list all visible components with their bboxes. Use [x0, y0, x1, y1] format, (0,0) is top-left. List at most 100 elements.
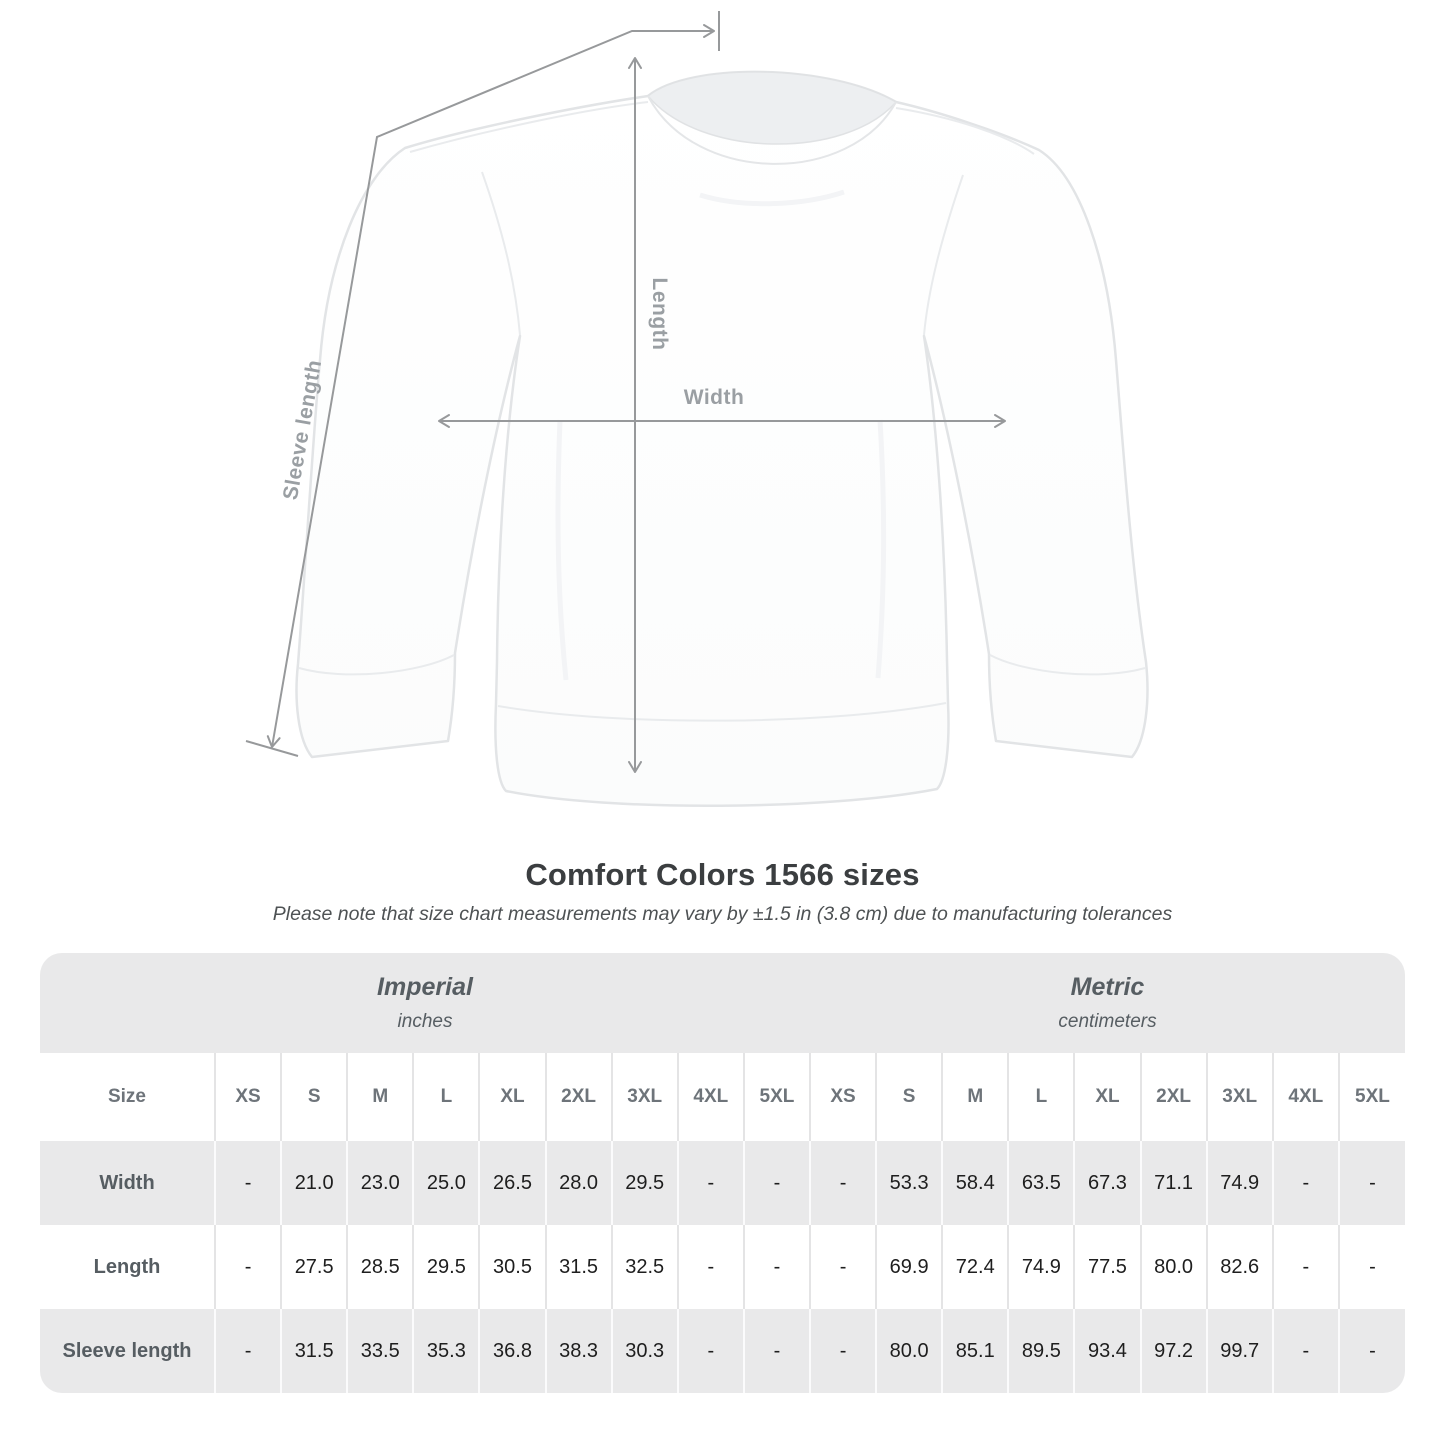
imperial-group-header: Imperial inches	[40, 953, 810, 1053]
size-header: XL	[1073, 1053, 1141, 1141]
sleeve-length-dimension-line	[266, 24, 715, 748]
value-cell: -	[1271, 1309, 1339, 1393]
value-cell: -	[1337, 1225, 1405, 1309]
size-chart-table: Imperial inches Metric centimeters Size …	[40, 953, 1405, 1393]
value-cell: 28.5	[346, 1225, 414, 1309]
size-header: S	[875, 1053, 943, 1141]
value-cell: 58.4	[941, 1141, 1009, 1225]
value-cell: 33.5	[346, 1309, 414, 1393]
size-header: 4XL	[676, 1053, 744, 1141]
metric-unit: centimeters	[1058, 1011, 1157, 1032]
sleeve-length-row: Sleeve length - 31.5 33.5 35.3 36.8 38.3…	[40, 1309, 1405, 1393]
imperial-label: Imperial	[377, 973, 473, 1001]
value-cell: 27.5	[280, 1225, 348, 1309]
value-cell: 85.1	[941, 1309, 1009, 1393]
size-header: XL	[478, 1053, 546, 1141]
dimension-lines	[245, 11, 1006, 773]
metric-label: Metric	[1070, 973, 1145, 1001]
size-header: L	[412, 1053, 480, 1141]
size-header: 2XL	[1139, 1053, 1207, 1141]
size-header: 3XL	[610, 1053, 678, 1141]
size-header: 4XL	[1271, 1053, 1339, 1141]
size-header: S	[280, 1053, 348, 1141]
size-column-header: Size	[40, 1053, 215, 1141]
value-cell: -	[808, 1141, 877, 1225]
width-row: Width - 21.0 23.0 25.0 26.5 28.0 29.5 - …	[40, 1141, 1405, 1225]
value-cell: -	[742, 1309, 810, 1393]
size-header: 5XL	[1337, 1053, 1405, 1141]
value-cell: -	[742, 1141, 810, 1225]
value-cell: 77.5	[1073, 1225, 1141, 1309]
size-header: 5XL	[742, 1053, 810, 1141]
value-cell: 31.5	[280, 1309, 348, 1393]
value-cell: -	[1271, 1225, 1339, 1309]
value-cell: -	[1271, 1141, 1339, 1225]
sweatshirt-measurement-diagram: Sleeve length Length Width	[245, 11, 1149, 808]
value-cell: 32.5	[610, 1225, 678, 1309]
value-cell: 67.3	[1073, 1141, 1141, 1225]
sweatshirt-illustration: Sleeve length Length Width	[245, 11, 1149, 808]
length-row: Length - 27.5 28.5 29.5 30.5 31.5 32.5 -…	[40, 1225, 1405, 1309]
value-cell: 30.5	[478, 1225, 546, 1309]
row-label: Sleeve length	[40, 1309, 215, 1393]
value-cell: 25.0	[412, 1141, 480, 1225]
page-title: Comfort Colors 1566 sizes	[525, 857, 920, 892]
value-cell: 63.5	[1007, 1141, 1075, 1225]
value-cell: 71.1	[1139, 1141, 1207, 1225]
row-label: Length	[40, 1225, 215, 1309]
value-cell: -	[676, 1141, 744, 1225]
value-cell: -	[213, 1225, 282, 1309]
value-cell: 80.0	[875, 1309, 943, 1393]
size-header: M	[346, 1053, 414, 1141]
value-cell: 36.8	[478, 1309, 546, 1393]
width-label: Width	[684, 386, 745, 409]
value-cell: 74.9	[1007, 1225, 1075, 1309]
metric-group-header: Metric centimeters	[809, 953, 1405, 1053]
value-cell: -	[213, 1309, 282, 1393]
value-cell: -	[808, 1309, 877, 1393]
value-cell: 23.0	[346, 1141, 414, 1225]
sweatshirt-body	[295, 70, 1149, 808]
value-cell: 93.4	[1073, 1309, 1141, 1393]
value-cell: 29.5	[610, 1141, 678, 1225]
sleeve-length-bottom-tick	[245, 740, 299, 757]
value-cell: 21.0	[280, 1141, 348, 1225]
value-cell: -	[808, 1225, 877, 1309]
unit-header-row: Imperial inches Metric centimeters	[40, 953, 1405, 1053]
size-table: Imperial inches Metric centimeters Size …	[40, 953, 1405, 1393]
size-header: XS	[808, 1053, 877, 1141]
value-cell: -	[742, 1225, 810, 1309]
value-cell: -	[1337, 1141, 1405, 1225]
value-cell: 35.3	[412, 1309, 480, 1393]
length-label: Length	[648, 278, 671, 351]
size-header: 2XL	[544, 1053, 612, 1141]
value-cell: 29.5	[412, 1225, 480, 1309]
value-cell: 89.5	[1007, 1309, 1075, 1393]
value-cell: -	[676, 1309, 744, 1393]
value-cell: 97.2	[1139, 1309, 1207, 1393]
size-header: L	[1007, 1053, 1075, 1141]
value-cell: 80.0	[1139, 1225, 1207, 1309]
value-cell: 26.5	[478, 1141, 546, 1225]
tolerance-note: Please note that size chart measurements…	[272, 903, 1173, 925]
size-header: XS	[213, 1053, 282, 1141]
value-cell: 82.6	[1205, 1225, 1273, 1309]
size-header: 3XL	[1205, 1053, 1273, 1141]
row-label: Width	[40, 1141, 215, 1225]
value-cell: 69.9	[875, 1225, 943, 1309]
value-cell: 99.7	[1205, 1309, 1273, 1393]
imperial-unit: inches	[397, 1011, 453, 1032]
value-cell: 28.0	[544, 1141, 612, 1225]
value-cell: 53.3	[875, 1141, 943, 1225]
value-cell: 30.3	[610, 1309, 678, 1393]
value-cell: 74.9	[1205, 1141, 1273, 1225]
size-header-row: Size XS S M L XL 2XL 3XL 4XL 5XL XS S M …	[40, 1053, 1405, 1141]
value-cell: 38.3	[544, 1309, 612, 1393]
value-cell: 31.5	[544, 1225, 612, 1309]
value-cell: -	[1337, 1309, 1405, 1393]
value-cell: -	[213, 1141, 282, 1225]
value-cell: -	[676, 1225, 744, 1309]
value-cell: 72.4	[941, 1225, 1009, 1309]
size-header: M	[941, 1053, 1009, 1141]
